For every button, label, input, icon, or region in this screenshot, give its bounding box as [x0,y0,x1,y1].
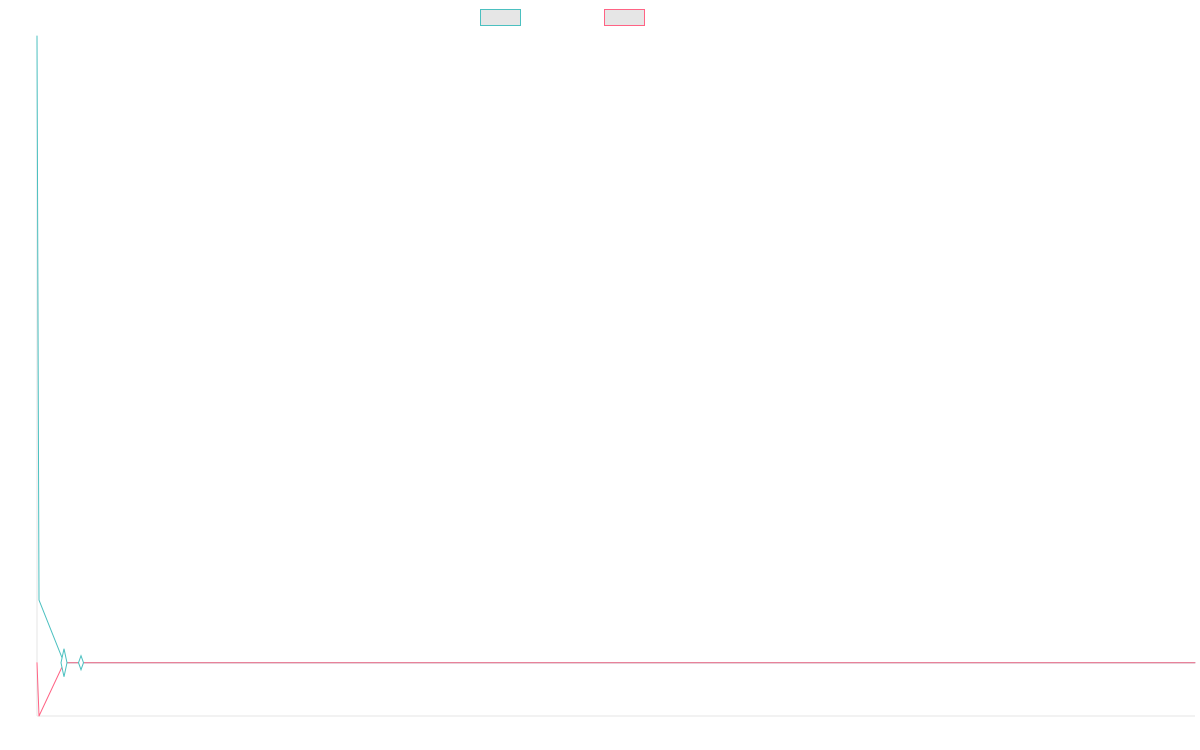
series-line-2 [36,662,1196,717]
data-point-marker-2 [77,654,85,672]
chart-axes [36,36,1195,717]
chart-legend [480,9,645,26]
series-layer [36,35,1196,717]
legend-swatch-2 [604,9,645,26]
data-point-marker-1 [60,648,68,677]
marker-layer [60,648,85,677]
series-line-1 [36,35,1196,664]
legend-swatch-1 [480,9,521,26]
